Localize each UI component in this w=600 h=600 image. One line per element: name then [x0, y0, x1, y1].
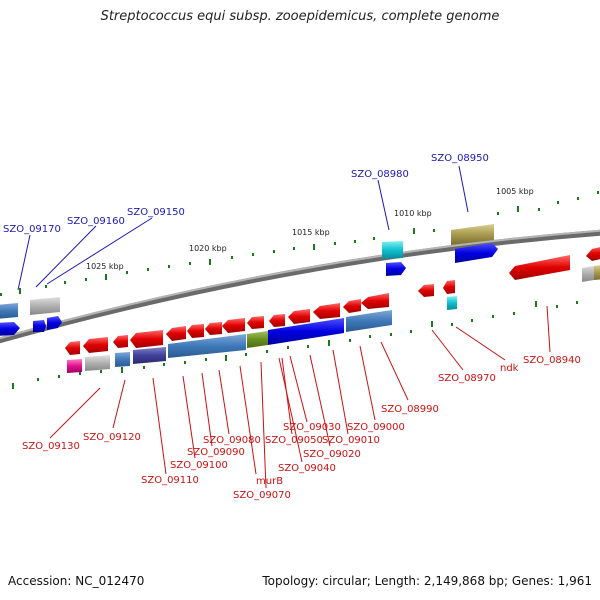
- label-szo-08940[interactable]: SZO_08940: [523, 355, 581, 366]
- gene-szo-09120-grey[interactable]: [85, 355, 110, 371]
- forward-genes-upper: [0, 224, 600, 336]
- reverse-genes-lower: [65, 280, 457, 373]
- scale-label-1015: 1015 kbp: [292, 228, 330, 237]
- map-title: Streptococcus equi subsp. zooepidemicus,…: [100, 9, 500, 24]
- gene-szo-09080[interactable]: [205, 322, 222, 335]
- scale-ticks-lower: [12, 301, 578, 389]
- ndk[interactable]: [443, 280, 455, 294]
- label-ndk[interactable]: ndk: [500, 363, 519, 374]
- label-szo-09170[interactable]: SZO_09170: [3, 224, 61, 235]
- gene-szo-09040[interactable]: [269, 314, 285, 327]
- label-szo-08950[interactable]: SZO_08950: [431, 153, 489, 164]
- label-szo-08980[interactable]: SZO_08980: [351, 169, 409, 180]
- gene-steel-block-2[interactable]: [346, 310, 392, 332]
- murb[interactable]: [222, 318, 245, 333]
- label-szo-09010[interactable]: SZO_09010: [322, 435, 380, 446]
- gene-szo-08950-olive[interactable]: [451, 224, 494, 245]
- gene-szo-09130[interactable]: [65, 341, 80, 355]
- genome-backbone: [0, 229, 600, 344]
- label-szo-09000[interactable]: SZO_09000: [347, 422, 405, 433]
- label-szo-08990[interactable]: SZO_08990: [381, 404, 439, 415]
- scale-label-1020: 1020 kbp: [189, 244, 227, 253]
- gene-szo-09170[interactable]: [0, 322, 20, 336]
- gene-szo-09120-steel[interactable]: [115, 352, 130, 367]
- label-szo-09110[interactable]: SZO_09110: [141, 475, 199, 486]
- scale-ticks-upper: [0, 191, 599, 296]
- ndk-cyan[interactable]: [447, 296, 457, 310]
- gene-szo-09150[interactable]: [33, 320, 46, 332]
- accession-info: Accession: NC_012470: [8, 574, 145, 588]
- gene-szo-09010[interactable]: [343, 299, 361, 313]
- gene-szo-09070[interactable]: [247, 316, 264, 329]
- gene-szo-09000[interactable]: [361, 293, 389, 309]
- scale-label-1005: 1005 kbp: [496, 187, 534, 196]
- leader-lines-blue: [17, 165, 469, 291]
- gene-steel-block-1[interactable]: [168, 334, 246, 358]
- gene-szo-09120-a[interactable]: [83, 337, 108, 353]
- gene-right-edge-olive[interactable]: [594, 265, 600, 280]
- label-szo-09030[interactable]: SZO_09030: [283, 422, 341, 433]
- gene-szo-09090[interactable]: [187, 324, 204, 338]
- label-szo-09090[interactable]: SZO_09090: [187, 447, 245, 458]
- gene-szo-08980-cyan[interactable]: [382, 241, 403, 259]
- gene-green-block[interactable]: [247, 331, 268, 348]
- gene-szo-09160[interactable]: [47, 316, 62, 330]
- gene-szo-09100[interactable]: [166, 326, 186, 341]
- gene-szo-09130-pink[interactable]: [67, 359, 82, 373]
- gene-szo-08970[interactable]: [418, 284, 434, 297]
- label-szo-09050[interactable]: SZO_09050: [265, 435, 323, 446]
- gene-szo-09110[interactable]: [130, 330, 163, 348]
- gene-right-reverse[interactable]: [509, 255, 570, 280]
- gene-szo-09050[interactable]: [288, 309, 310, 324]
- label-szo-09130[interactable]: SZO_09130: [22, 441, 80, 452]
- gene-szo-09170-upper[interactable]: [0, 303, 18, 319]
- label-szo-08970[interactable]: SZO_08970: [438, 373, 496, 384]
- label-szo-09070[interactable]: SZO_09070: [233, 490, 291, 501]
- label-szo-09080[interactable]: SZO_09080: [203, 435, 261, 446]
- gene-blue-block[interactable]: [268, 318, 344, 345]
- label-szo-09150[interactable]: SZO_09150: [127, 207, 185, 218]
- gene-szo-09120-b[interactable]: [113, 335, 128, 348]
- gene-szo-09170-grey[interactable]: [30, 297, 60, 315]
- scale-label-1010: 1010 kbp: [394, 209, 432, 218]
- label-szo-09120[interactable]: SZO_09120: [83, 432, 141, 443]
- gene-right-edge-red[interactable]: [586, 246, 600, 261]
- leader-lines-red: [49, 305, 551, 489]
- label-szo-09160[interactable]: SZO_09160: [67, 216, 125, 227]
- gene-szo-08950[interactable]: [455, 243, 498, 263]
- gene-szo-09110-purple[interactable]: [133, 347, 166, 364]
- label-szo-09040[interactable]: SZO_09040: [278, 463, 336, 474]
- gene-szo-08980[interactable]: [386, 262, 406, 276]
- gene-szo-09020[interactable]: [313, 303, 340, 319]
- label-szo-09020[interactable]: SZO_09020: [303, 449, 361, 460]
- scale-label-1025: 1025 kbp: [86, 262, 124, 271]
- label-murb[interactable]: murB: [256, 476, 283, 487]
- label-szo-09100[interactable]: SZO_09100: [170, 460, 228, 471]
- topology-info: Topology: circular; Length: 2,149,868 bp…: [262, 574, 592, 588]
